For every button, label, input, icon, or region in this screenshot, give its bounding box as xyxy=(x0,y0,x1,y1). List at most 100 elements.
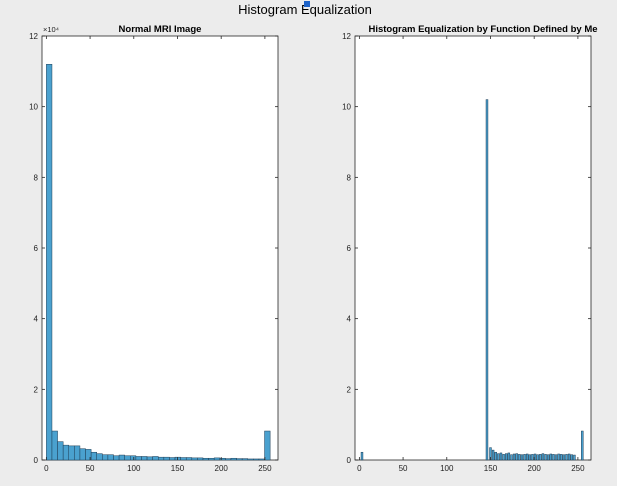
histogram-bar xyxy=(573,454,576,461)
histogram-bar xyxy=(523,454,526,461)
y-tick-label: 0 xyxy=(34,456,39,465)
histogram-bar xyxy=(520,454,524,461)
histogram-bar xyxy=(546,454,550,461)
histogram-bar xyxy=(225,458,232,461)
histogram-bar xyxy=(130,455,137,461)
histogram-bar xyxy=(533,453,537,461)
histogram-bar xyxy=(236,458,243,461)
histogram-bar xyxy=(74,445,81,461)
histogram-bar xyxy=(560,454,563,461)
histogram-bar xyxy=(46,64,53,461)
histogram-bar xyxy=(152,456,159,461)
plot-area xyxy=(41,35,279,461)
histogram-bar xyxy=(124,455,131,461)
y-tick-label: 8 xyxy=(347,173,352,182)
histogram-bar xyxy=(230,457,237,461)
histogram-bar xyxy=(494,451,497,461)
histogram-bar xyxy=(79,448,86,461)
histogram-bar xyxy=(360,451,364,461)
histogram-bar xyxy=(531,454,534,461)
histogram-bar xyxy=(258,458,265,461)
histogram-bar xyxy=(264,430,271,461)
axes-title: Histogram Equalization by Function Defin… xyxy=(368,24,597,35)
y-tick-label: 2 xyxy=(34,385,39,394)
axes-title: Normal MRI Image xyxy=(119,24,202,35)
x-tick-label: 50 xyxy=(86,464,95,473)
histogram-bar xyxy=(562,454,566,461)
histogram-bar xyxy=(515,453,518,461)
plot-area xyxy=(354,35,592,461)
histogram-bar xyxy=(253,458,260,461)
histogram-bar xyxy=(146,456,153,461)
histogram-bar xyxy=(158,456,165,461)
histogram-bar xyxy=(163,456,170,461)
y-tick-label: 12 xyxy=(342,32,351,41)
histogram-bar xyxy=(208,457,215,461)
histogram-bar xyxy=(247,458,254,461)
histogram-bar xyxy=(570,454,573,461)
histogram-bar xyxy=(68,445,75,461)
histogram-bar xyxy=(502,454,505,461)
y-tick-label: 10 xyxy=(342,103,351,112)
y-tick-label: 4 xyxy=(347,315,352,324)
histogram-bar xyxy=(241,458,249,461)
histogram-bar xyxy=(505,453,508,461)
x-tick-label: 250 xyxy=(258,464,272,473)
histogram-bar xyxy=(557,453,560,461)
histogram-bar xyxy=(510,454,513,461)
axes-left: Normal MRI Image ×10⁴ 0 50 100 150 200 250 0 2 4 6 8… xyxy=(29,24,279,473)
histogram-bar xyxy=(113,455,120,461)
histogram-bar xyxy=(191,457,198,461)
x-tick-label: 100 xyxy=(127,464,141,473)
x-tick-label: 150 xyxy=(171,464,185,473)
histogram-bar xyxy=(213,457,221,461)
histogram-bar xyxy=(528,454,532,461)
cursor-marker xyxy=(304,1,310,7)
histogram-bar xyxy=(544,454,547,461)
histogram-bar xyxy=(107,454,114,461)
histogram-bar xyxy=(491,449,495,461)
figure-title: Histogram Equalization xyxy=(238,2,372,17)
histogram-bar xyxy=(169,457,176,461)
histogram-bar xyxy=(185,457,193,461)
y-tick-label: 6 xyxy=(347,244,352,253)
histogram-bar xyxy=(219,457,226,461)
histogram-bar xyxy=(135,456,142,461)
x-tick-label: 100 xyxy=(440,464,454,473)
y-tick-label: 8 xyxy=(34,173,39,182)
y-tick-label: 6 xyxy=(34,244,39,253)
histogram-bar xyxy=(51,430,58,461)
histogram-bar xyxy=(539,454,542,461)
y-tick-label: 10 xyxy=(29,103,38,112)
histogram-bar xyxy=(525,453,529,461)
x-tick-label: 0 xyxy=(44,464,49,473)
histogram-bar xyxy=(197,457,204,461)
histogram-bar xyxy=(118,454,125,461)
histogram-bar xyxy=(554,454,558,461)
histogram-bar xyxy=(552,454,555,461)
histogram-bar xyxy=(57,441,64,461)
histogram-bar xyxy=(549,453,553,461)
y-exponent-label: ×10⁴ xyxy=(43,25,59,34)
histogram-bar xyxy=(499,452,503,461)
histogram-bar xyxy=(541,453,545,461)
histogram-bar xyxy=(512,453,516,461)
histogram-bar xyxy=(536,454,539,461)
histogram-bar xyxy=(485,99,489,461)
histogram-bar xyxy=(567,453,571,461)
x-tick-label: 200 xyxy=(528,464,542,473)
histogram-bar xyxy=(518,454,521,461)
x-tick-label: 50 xyxy=(399,464,408,473)
axes-right: Histogram Equalization by Function Defin… xyxy=(342,24,597,473)
histogram-bar xyxy=(90,451,97,461)
histogram-bar xyxy=(62,444,69,461)
y-tick-label: 2 xyxy=(347,385,352,394)
x-tick-label: 200 xyxy=(215,464,229,473)
x-tick-label: 0 xyxy=(357,464,362,473)
histogram-bar xyxy=(202,457,209,461)
x-tick-label: 150 xyxy=(484,464,498,473)
histogram-bar xyxy=(96,453,103,461)
histogram-bar xyxy=(565,454,568,461)
histogram-bar xyxy=(507,452,511,461)
